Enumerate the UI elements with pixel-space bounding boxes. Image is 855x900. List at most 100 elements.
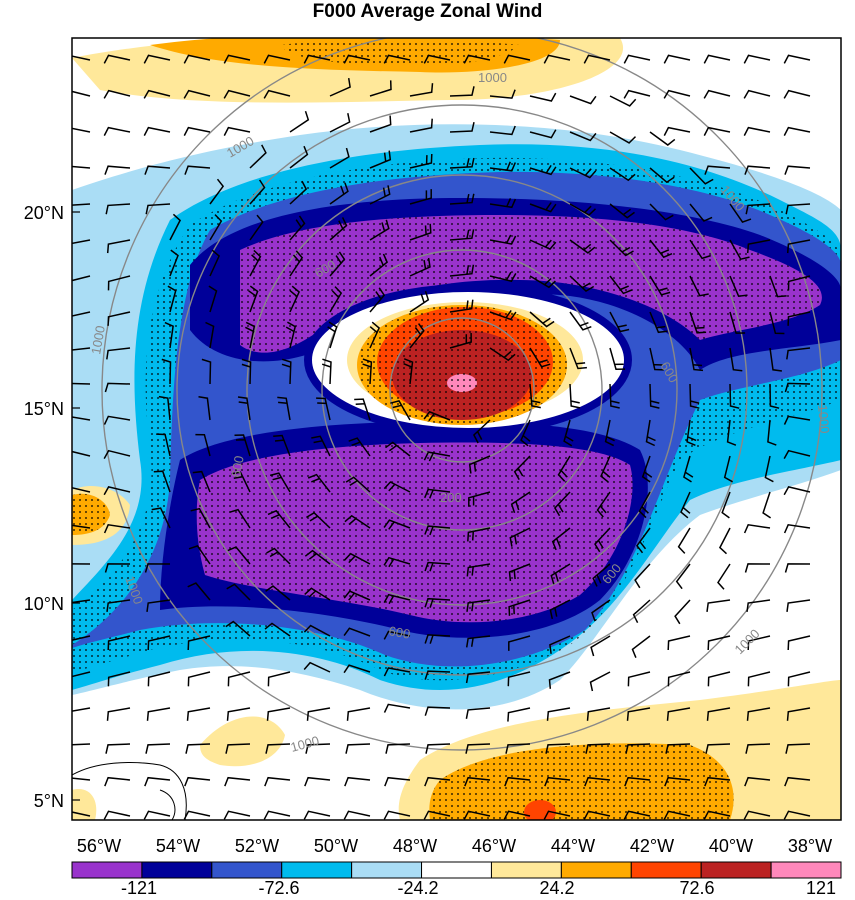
wind-barb — [249, 214, 264, 241]
wind-barb — [263, 89, 291, 99]
wind-barb — [106, 347, 131, 360]
wind-barb — [107, 671, 131, 687]
wind-barb — [267, 509, 291, 529]
wind-barb — [548, 671, 571, 689]
wind-barb — [327, 321, 338, 349]
wind-barb — [704, 165, 731, 175]
wind-barb — [104, 563, 131, 573]
wind-barb — [744, 165, 771, 175]
wind-barb — [707, 671, 731, 687]
wind-barb — [641, 455, 653, 483]
wind-barb — [277, 396, 291, 421]
wind-barb — [569, 347, 587, 370]
wind-barb — [769, 347, 783, 372]
wind-barb — [103, 449, 131, 459]
wind-barb — [316, 397, 331, 421]
wind-barb — [190, 507, 211, 529]
wind-barb — [346, 707, 371, 721]
wind-barb — [146, 599, 171, 613]
wind-barb — [72, 275, 91, 282]
wind-barb — [143, 126, 171, 136]
wind-barb — [626, 707, 651, 721]
wind-barb — [463, 810, 491, 820]
wind-barb — [609, 347, 626, 370]
wind-barb — [237, 396, 251, 421]
wind-barb — [103, 54, 131, 64]
wind-barb — [466, 563, 491, 577]
wind-barb — [529, 129, 557, 139]
wind-barb — [549, 599, 571, 620]
lon-label: 52°W — [235, 836, 279, 856]
wind-barb — [72, 90, 91, 97]
wind-barb — [187, 671, 211, 687]
lon-label: 46°W — [472, 836, 516, 856]
wind-barb — [103, 523, 131, 534]
wind-barb — [249, 179, 266, 205]
wind-barb — [107, 635, 131, 651]
wind-barb — [209, 249, 221, 277]
wind-barb — [161, 358, 172, 385]
wind-barb — [529, 202, 557, 213]
wind-barb — [143, 54, 171, 64]
wind-barb — [409, 323, 425, 349]
wind-barb — [503, 54, 531, 64]
wind-barb — [743, 89, 771, 99]
wind-barb — [143, 810, 171, 820]
wind-barb — [609, 275, 633, 295]
wind-barb — [745, 743, 771, 754]
wind-barb — [624, 776, 651, 787]
wind-barb — [244, 321, 256, 349]
colorbar-label: 24.2 — [539, 878, 574, 898]
wind-barb — [729, 383, 740, 409]
wind-barb — [267, 671, 291, 687]
wind-barb — [544, 776, 571, 787]
lon-label: 48°W — [393, 836, 437, 856]
wind-barb — [743, 126, 771, 136]
wind-barb — [343, 810, 371, 820]
wind-barb — [208, 285, 218, 313]
wind-barb — [747, 635, 771, 651]
wind-barb — [663, 810, 691, 820]
wind-barb — [729, 275, 748, 298]
wind-barb — [72, 707, 91, 712]
wind-barb — [265, 585, 291, 601]
wind-barb — [508, 599, 531, 616]
wind-barb — [307, 473, 331, 493]
wind-barb — [72, 811, 91, 817]
wind-barb — [198, 396, 211, 421]
wind-barb — [513, 455, 531, 480]
lon-labels: 56°W 54°W 52°W 50°W 48°W 46°W 44°W 42°W … — [77, 836, 832, 856]
wind-barb — [383, 810, 411, 820]
wind-barb — [489, 271, 517, 283]
wind-barb — [689, 383, 700, 409]
wind-barb — [726, 419, 737, 446]
wind-barb — [663, 126, 691, 136]
wind-barb — [649, 131, 676, 146]
wind-barb — [226, 583, 251, 601]
wind-barb — [72, 55, 91, 61]
wind-barb — [164, 321, 174, 349]
wind-barb — [717, 563, 731, 590]
wind-barb — [504, 776, 531, 787]
wind-barb — [609, 167, 636, 182]
wind-barb — [329, 147, 350, 169]
wind-barb — [103, 486, 131, 496]
wind-barb — [489, 347, 516, 362]
coastline — [72, 761, 187, 820]
colorbar-swatch — [71, 861, 143, 879]
wind-barb — [604, 419, 615, 447]
wind-barb — [223, 126, 251, 136]
wind-barb — [508, 563, 531, 582]
wind-barb — [266, 707, 291, 721]
wind-barb — [550, 563, 571, 585]
wind-barb — [321, 358, 332, 385]
wind-barb — [545, 743, 571, 754]
wind-barb — [663, 89, 691, 99]
wind-barb — [449, 264, 475, 277]
wind-barb — [721, 491, 731, 519]
wind-barb — [188, 545, 211, 565]
wind-barb — [72, 563, 91, 565]
wind-barb — [569, 239, 596, 254]
wind-barb — [529, 239, 557, 251]
wind-barb — [590, 635, 611, 657]
